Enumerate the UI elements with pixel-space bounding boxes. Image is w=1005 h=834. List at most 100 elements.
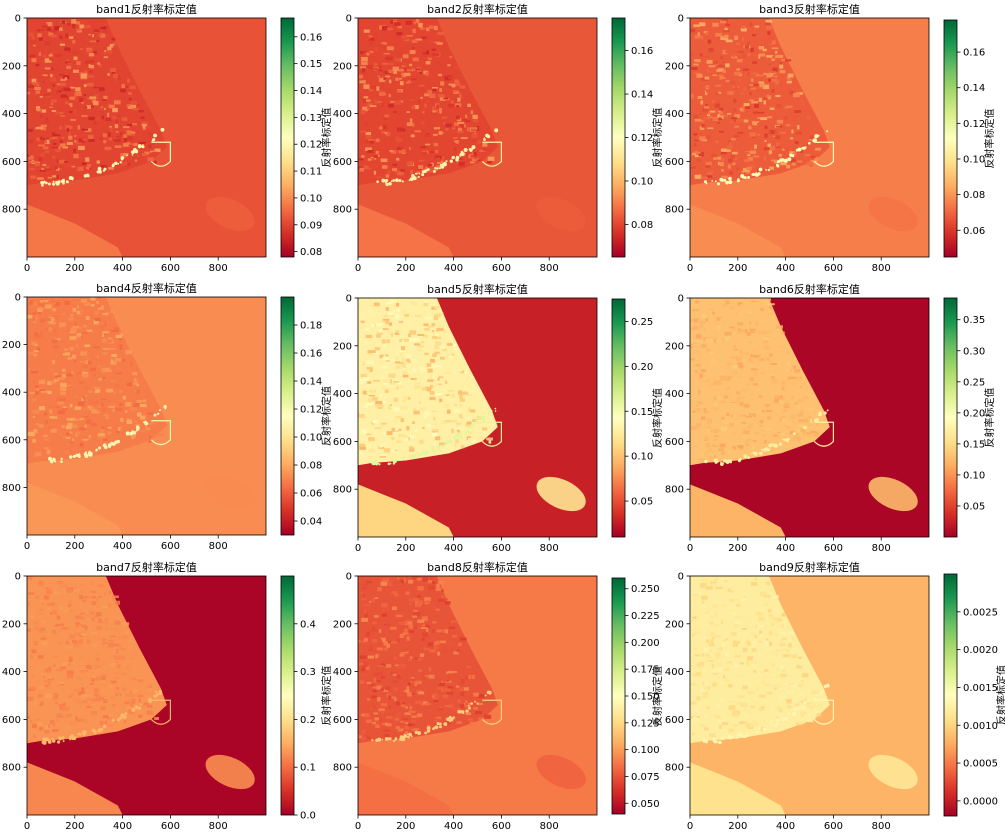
x-tick-label: 0 [687,821,693,832]
colorbar-tick-label: 0.05 [631,497,653,508]
harbour-pier [150,141,171,167]
x-tick-label: 600 [492,543,511,554]
colorbar-tick-label: 0.12 [300,140,322,151]
coastline-highlights [47,404,167,464]
panel-band2: band2反射率标定值 0 200 400 600 800 0 200 400 600 800 0.0… [333,2,664,274]
x-tick-label: 400 [444,543,463,554]
x-tick-label: 200 [728,263,747,274]
colorbar-tick-label: 0.15 [300,59,322,70]
colorbar-tick-label: 0.25 [963,377,985,388]
colorbar-tick-label: 0.3 [300,667,316,678]
colorbar-tick-label: 0.10 [300,193,322,204]
panel-title: band7反射率标定值 [96,560,197,574]
colorbar-tick-label: 0.14 [963,83,985,94]
harbour-pier [813,421,834,447]
x-tick-label: 200 [65,541,84,552]
colorbar [943,573,958,817]
heatmap-image [27,18,266,257]
heatmap-image [27,297,266,535]
y-tick-label: 200 [2,619,21,630]
coastline-highlights [41,689,163,745]
x-tick-label: 200 [728,543,747,554]
panel-band1: band1反射率标定值 0 200 400 600 800 0 200 400 600 800 0.0… [2,2,333,274]
south-shore [690,204,786,257]
y-tick-label: 200 [665,61,684,72]
colorbar-tick-label: 0.08 [963,190,985,201]
y-tick-label: 0 [15,14,21,25]
colorbar-tick-label: 0.09 [300,220,322,231]
colorbar-tick-label: 0.08 [300,247,322,258]
x-tick-label: 600 [161,263,180,274]
colorbar-tick-label: 0.08 [300,461,322,472]
x-tick-label: 200 [65,821,84,832]
panel-title: band6反射率标定值 [759,282,860,296]
urban-texture [690,19,821,179]
x-tick-label: 200 [728,821,747,832]
y-tick-label: 800 [333,763,352,774]
x-tick-label: 0 [24,263,30,274]
colorbar [943,297,958,538]
colorbar-tick-label: 0.10 [631,452,653,463]
x-tick-label: 200 [396,263,415,274]
colorbar-tick-label: 0.04 [300,517,322,528]
harbour-pier [481,421,502,447]
x-tick-label: 600 [824,543,843,554]
colorbar-tick-label: 0.14 [300,86,322,97]
y-tick-label: 0 [678,14,684,25]
y-tick-label: 0 [678,572,684,583]
panel-band8: band8反射率标定值 0 200 400 600 800 0 200 400 600 800 0.0… [333,560,664,832]
y-tick-label: 400 [333,109,352,120]
y-tick-label: 0 [15,293,21,304]
y-tick-label: 800 [665,205,684,216]
colorbar-tick-label: 0.05 [963,501,985,512]
colorbar-tick-label: 0.0005 [963,759,998,770]
south-shore [27,762,123,815]
urban-texture [27,576,159,738]
harbour-pier [481,699,502,725]
x-tick-label: 400 [113,263,132,274]
x-tick-label: 600 [824,263,843,274]
x-tick-label: 600 [161,541,180,552]
y-tick-label: 400 [665,667,684,678]
south-shore [358,484,454,537]
colorbar-label: 反射率标定值 [983,388,996,448]
island-shoal [205,754,255,790]
harbour-pier [813,141,834,167]
colorbar [611,17,626,258]
colorbar [943,19,958,258]
panel-title: band4反射率标定值 [96,281,197,295]
south-shore [690,484,786,537]
x-tick-label: 0 [687,263,693,274]
x-tick-label: 400 [113,541,132,552]
x-tick-label: 600 [492,821,511,832]
colorbar-tick-label: 0.12 [631,133,653,144]
y-tick-label: 600 [333,157,352,168]
harbour-pier [150,699,171,725]
colorbar-tick-label: 0.225 [631,611,660,622]
colorbar [611,298,626,538]
island-shoal [536,196,586,232]
heatmap-image [358,298,597,537]
colorbar-tick-label: 0.0025 [963,607,998,618]
y-tick-label: 800 [665,763,684,774]
axes-frame [26,17,267,258]
axes-frame [26,296,267,536]
x-tick-label: 800 [209,263,228,274]
heatmap-image [27,576,266,815]
x-tick-label: 400 [776,543,795,554]
south-shore [358,762,454,815]
colorbar-tick-label: 0.0 [300,811,316,822]
x-tick-label: 600 [492,263,511,274]
island-shoal [868,754,918,790]
colorbar-tick-label: 0.06 [300,489,322,500]
x-tick-label: 600 [824,821,843,832]
heatmap-image [690,18,929,257]
x-tick-label: 0 [24,541,30,552]
island-shoal [205,196,255,232]
panel-title: band8反射率标定值 [427,560,528,574]
colorbar-tick-label: 0.200 [631,638,660,649]
colorbar-tick-label: 0.20 [631,362,653,373]
y-tick-label: 600 [333,715,352,726]
colorbar-tick-label: 0.10 [963,470,985,481]
